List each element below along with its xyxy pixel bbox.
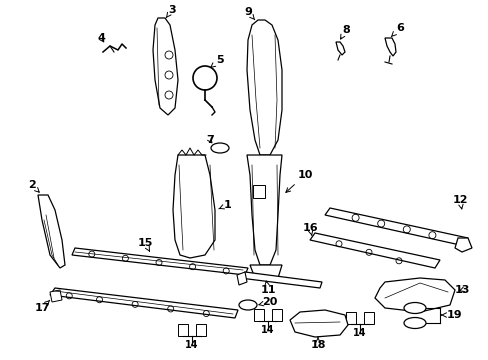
Text: 14: 14 <box>352 328 366 338</box>
Text: 6: 6 <box>390 23 403 37</box>
Polygon shape <box>253 309 264 321</box>
Text: 12: 12 <box>451 195 467 209</box>
Polygon shape <box>153 18 178 115</box>
Text: 18: 18 <box>309 337 325 350</box>
Text: 17: 17 <box>34 300 50 313</box>
Text: 14: 14 <box>261 325 274 335</box>
Polygon shape <box>363 312 373 324</box>
Text: 3: 3 <box>166 5 176 18</box>
Polygon shape <box>384 38 395 56</box>
Polygon shape <box>374 278 454 312</box>
Polygon shape <box>173 155 215 258</box>
Polygon shape <box>289 310 347 337</box>
Text: 20: 20 <box>259 297 277 307</box>
Text: 16: 16 <box>302 223 317 236</box>
Text: 14: 14 <box>185 340 198 350</box>
Ellipse shape <box>210 143 228 153</box>
Ellipse shape <box>403 302 425 314</box>
Polygon shape <box>196 324 205 336</box>
Polygon shape <box>325 208 467 245</box>
Polygon shape <box>335 42 345 55</box>
Polygon shape <box>252 185 264 198</box>
Text: 5: 5 <box>210 55 224 67</box>
Polygon shape <box>240 272 321 288</box>
Text: 13: 13 <box>453 285 469 295</box>
Text: 11: 11 <box>260 281 275 295</box>
Text: 15: 15 <box>137 238 152 251</box>
Polygon shape <box>249 265 282 280</box>
Polygon shape <box>246 155 282 265</box>
Ellipse shape <box>403 318 425 328</box>
Text: 2: 2 <box>28 180 39 192</box>
Text: 8: 8 <box>340 25 349 39</box>
Polygon shape <box>50 288 238 318</box>
Polygon shape <box>346 312 355 324</box>
Text: 10: 10 <box>285 170 312 192</box>
Polygon shape <box>271 309 282 321</box>
Text: 19: 19 <box>441 310 462 320</box>
Polygon shape <box>454 238 471 252</box>
Polygon shape <box>246 20 282 155</box>
Ellipse shape <box>239 300 257 310</box>
Polygon shape <box>237 272 246 285</box>
Text: 9: 9 <box>244 7 254 20</box>
Polygon shape <box>50 290 62 302</box>
Polygon shape <box>38 195 65 268</box>
Polygon shape <box>72 248 247 275</box>
Polygon shape <box>309 233 439 268</box>
Text: 7: 7 <box>206 135 213 145</box>
Polygon shape <box>178 324 187 336</box>
Text: 4: 4 <box>97 33 105 43</box>
Text: 1: 1 <box>218 200 231 210</box>
